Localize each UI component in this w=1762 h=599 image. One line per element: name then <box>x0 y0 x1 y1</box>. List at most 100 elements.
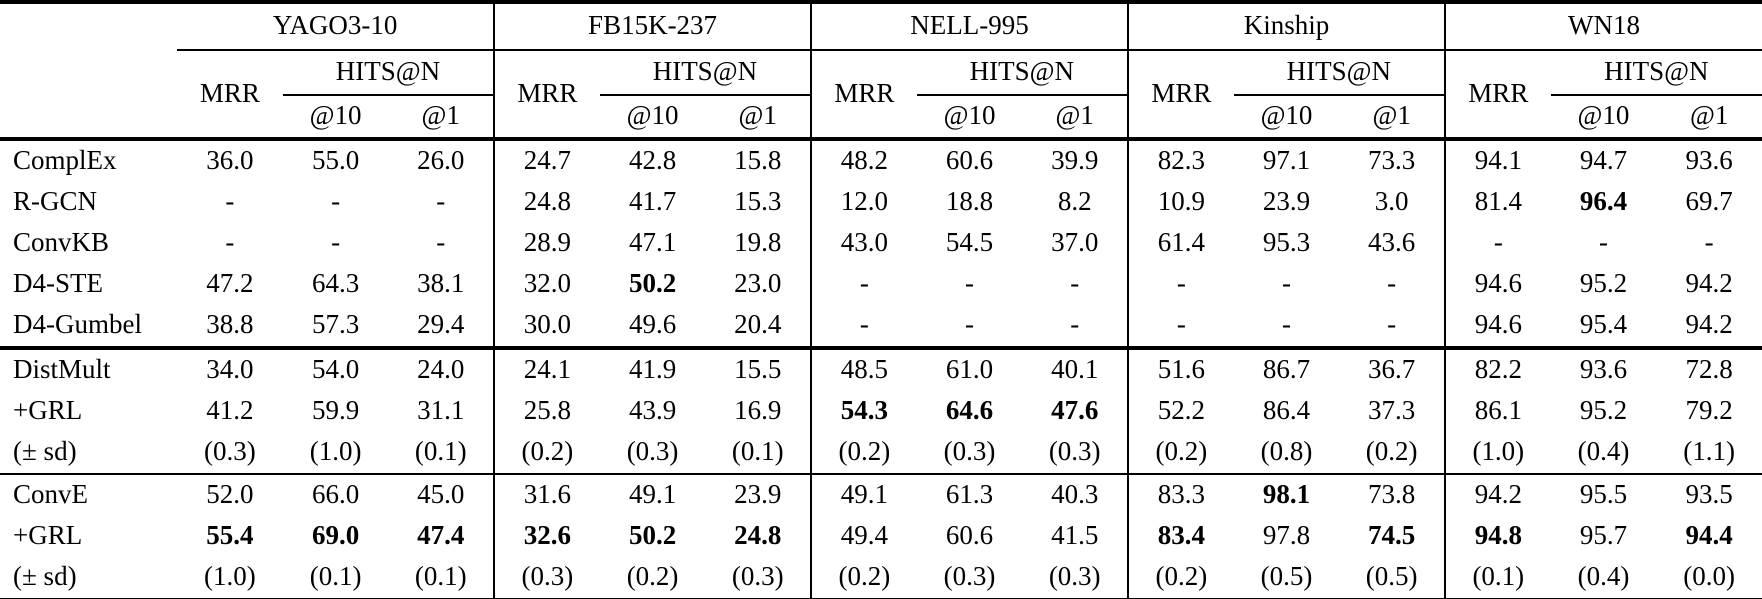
row-label: (± sd) <box>13 436 77 467</box>
mrr-header: MRR <box>177 50 283 141</box>
table-row: R-GCN - - - 24.8 41.7 15.3 12.0 18.8 8.2 10.9 23.9 3… <box>0 182 1762 223</box>
hits-header: HITS@N <box>1550 50 1762 96</box>
value-cell: (1.1) <box>1683 436 1736 467</box>
value-cell: 39.9 <box>1051 145 1099 176</box>
value-cell: 36.7 <box>1339 346 1445 391</box>
value-cell: 86.7 <box>1233 346 1340 391</box>
value-cell: (0.2) <box>810 432 917 474</box>
value-cell: 48.5 <box>810 346 917 391</box>
value-cell: (0.1) <box>731 436 784 467</box>
value-cell: 31.1 <box>417 395 465 426</box>
value-cell: - <box>225 186 235 217</box>
value-cell: 32.0 <box>493 264 600 305</box>
table-row: ComplEx 36.0 55.0 26.0 24.7 42.8 15.8 48.2 60.6 3… <box>0 139 1762 182</box>
value-cell: 97.1 <box>1262 145 1311 176</box>
at1-header: @1 <box>1656 95 1762 141</box>
value-cell: (0.2) <box>626 561 679 592</box>
dataset-header: FB15K-237 <box>493 2 812 51</box>
row-label: ComplEx <box>13 145 117 176</box>
value-cell: (0.1) <box>1443 557 1551 599</box>
value-cell: 72.8 <box>1656 346 1762 391</box>
value-cell: 10.9 <box>1127 182 1234 223</box>
value-cell: 73.3 <box>1368 145 1416 176</box>
dataset-header: Kinship <box>1127 2 1445 51</box>
table-header: YAGO3-10 FB15K-237 NELL-995 Kinship WN18 MRR H… <box>0 2 1762 141</box>
value-cell: 19.8 <box>734 227 782 258</box>
value-cell: (1.0) <box>204 561 256 592</box>
value-cell: 43.9 <box>628 395 677 426</box>
value-cell: 41.9 <box>599 346 706 391</box>
table-row: (± sd) (1.0) (0.1) (0.1) (0.3) (0.2) (0.3) (0.2… <box>0 557 1762 599</box>
value-cell: 41.2 <box>206 395 254 426</box>
value-cell: 95.2 <box>1579 395 1628 426</box>
value-cell: 54.0 <box>282 346 389 391</box>
value-cell: - <box>1387 309 1397 340</box>
value-cell: 40.3 <box>1022 473 1129 516</box>
value-cell: 51.6 <box>1127 346 1234 391</box>
value-cell: 96.4 <box>1579 186 1628 217</box>
table-row: D4-Gumbel 38.8 57.3 29.4 30.0 49.6 20.4- - - - - -9… <box>0 305 1762 348</box>
value-cell: 94.6 <box>1443 305 1551 348</box>
value-cell: (0.0) <box>1683 561 1736 592</box>
value-cell: - <box>1070 268 1080 299</box>
dataset-header: NELL-995 <box>810 2 1129 51</box>
value-cell: - <box>331 227 341 258</box>
mrr-header: MRR <box>1127 50 1234 141</box>
value-cell: 93.6 <box>1685 145 1733 176</box>
value-cell: - <box>1387 268 1397 299</box>
table-row: ConvE 52.0 66.0 45.0 31.6 49.1 23.9 49.1 61.3 40.… <box>0 473 1762 516</box>
value-cell: 94.4 <box>1685 520 1733 551</box>
value-cell: 23.9 <box>705 473 812 516</box>
table-row: D4-STE 47.2 64.3 38.1 32.0 50.2 23.0- - - - - -94.6… <box>0 264 1762 305</box>
mrr-header: MRR <box>810 50 917 141</box>
value-cell: 61.3 <box>916 473 1023 516</box>
at10-header: @10 <box>1550 95 1657 141</box>
value-cell: 41.7 <box>628 186 677 217</box>
value-cell: 79.2 <box>1685 395 1733 426</box>
value-cell: (0.8) <box>1260 436 1313 467</box>
value-cell: 94.2 <box>1685 268 1733 299</box>
hits-header: HITS@N <box>1233 50 1445 96</box>
value-cell: - <box>965 268 975 299</box>
value-cell: (0.3) <box>943 436 996 467</box>
value-cell: 83.4 <box>1127 516 1234 557</box>
value-cell: 3.0 <box>1374 186 1409 217</box>
corner-cell <box>0 50 178 141</box>
table-body: ComplEx 36.0 55.0 26.0 24.7 42.8 15.8 48.2 60.6 3… <box>0 139 1762 599</box>
dataset-header: WN18 <box>1443 2 1762 51</box>
value-cell: (0.5) <box>1260 561 1313 592</box>
value-cell: 43.6 <box>1368 227 1416 258</box>
row-label: DistMult <box>0 346 178 391</box>
value-cell: (0.3) <box>1048 436 1101 467</box>
value-cell: (0.1) <box>414 436 467 467</box>
value-cell: 52.0 <box>177 473 283 516</box>
value-cell: 16.9 <box>734 395 782 426</box>
value-cell: 20.4 <box>734 309 782 340</box>
value-cell: 18.8 <box>945 186 994 217</box>
row-label: ConvKB <box>13 227 110 258</box>
dataset-header: YAGO3-10 <box>177 2 495 51</box>
value-cell: 40.1 <box>1022 346 1129 391</box>
value-cell: 94.7 <box>1579 145 1628 176</box>
value-cell: 94.1 <box>1443 139 1551 182</box>
value-cell: (0.2) <box>493 432 600 474</box>
value-cell: - <box>1282 309 1291 340</box>
value-cell: 47.6 <box>1051 395 1099 426</box>
value-cell: - <box>1070 309 1080 340</box>
value-cell: 23.0 <box>734 268 782 299</box>
value-cell: - <box>810 305 917 348</box>
value-cell: 48.2 <box>810 139 917 182</box>
value-cell: 43.0 <box>810 223 917 264</box>
dataset-header-row: YAGO3-10 FB15K-237 NELL-995 Kinship WN18 <box>0 2 1762 51</box>
value-cell: 95.2 <box>1579 268 1628 299</box>
at10-header: @10 <box>1233 95 1340 141</box>
table-row: +GRL 55.4 69.0 47.4 32.6 50.2 24.8 49.4 60.6 41.5… <box>0 516 1762 557</box>
value-cell: 95.4 <box>1579 309 1628 340</box>
value-cell: - <box>1598 227 1608 258</box>
value-cell: - <box>1443 223 1551 264</box>
value-cell: (0.1) <box>309 561 362 592</box>
value-cell: (0.4) <box>1577 561 1630 592</box>
row-label: +GRL <box>13 395 83 426</box>
value-cell: 82.2 <box>1443 346 1551 391</box>
corner-cell <box>0 2 177 50</box>
